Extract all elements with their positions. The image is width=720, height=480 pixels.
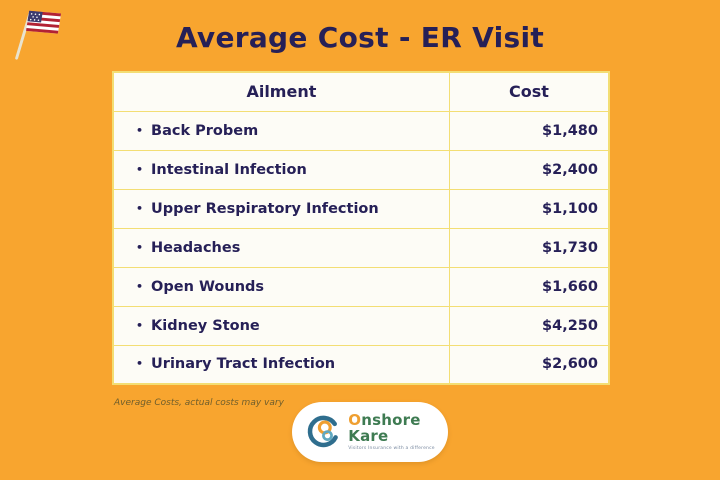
us-flag-icon [15,10,62,60]
bullet-icon: • [136,201,144,215]
ailment-cell: • Open Wounds [112,266,450,307]
table-row: • Urinary Tract Infection $2,600 [112,344,610,385]
table-row: • Headaches $1,730 [112,227,610,268]
bullet-icon: • [136,240,144,254]
table-header-row: Ailment Cost [112,71,610,112]
cost-cell: $1,100 [448,188,610,229]
ailment-cell: • Kidney Stone [112,305,450,346]
er-cost-table: Ailment Cost • Back Probem $1,480 • Intest… [112,71,610,385]
disclaimer-footnote: Average Costs, actual costs may vary [114,398,284,408]
logo-word-kare: Kare [348,426,389,445]
ailment-cell: • Back Probem [112,110,450,151]
page-title: Average Cost - ER Visit [175,21,545,54]
cost-cell: $2,400 [448,149,610,190]
table-row: • Back Probem $1,480 [112,110,610,151]
ailment-label: Upper Respiratory Infection [151,200,379,217]
table-row: • Intestinal Infection $2,400 [112,149,610,190]
ailment-label: Urinary Tract Infection [151,356,336,373]
ailment-cell: • Intestinal Infection [112,149,450,190]
ailment-cell: • Headaches [112,227,450,268]
bullet-icon: • [136,279,144,293]
ailment-cell: • Urinary Tract Infection [112,344,450,385]
logo-tagline: Visitors Insurance with a difference [348,445,435,451]
bullet-icon: • [136,357,144,371]
ailment-label: Back Probem [151,122,259,139]
ailment-cell: • Upper Respiratory Infection [112,188,450,229]
cost-cell: $1,660 [448,266,610,307]
cost-cell: $2,600 [448,344,610,385]
bullet-icon: • [136,162,144,176]
ailment-label: Open Wounds [151,278,265,295]
logo-text: Onshore Kare Visitors Insurance with a d… [348,410,435,452]
bullet-icon: • [136,123,144,137]
cost-cell: $1,730 [448,227,610,268]
cost-cell: $4,250 [448,305,610,346]
ailment-label: Headaches [151,239,241,256]
table-row: • Upper Respiratory Infection $1,100 [112,188,610,229]
onshore-kare-logo: Onshore Kare Visitors Insurance with a d… [292,402,448,462]
ailment-label: Kidney Stone [151,317,260,334]
bullet-icon: • [136,318,144,332]
logo-word-onshore: Onshore [348,410,421,429]
table-row: • Open Wounds $1,660 [112,266,610,307]
ailment-label: Intestinal Infection [151,161,307,178]
column-header-ailment: Ailment [112,71,450,112]
table-row: • Kidney Stone $4,250 [112,305,610,346]
column-header-cost: Cost [448,71,610,112]
onshore-kare-logo-icon [308,415,339,448]
cost-cell: $1,480 [448,110,610,151]
